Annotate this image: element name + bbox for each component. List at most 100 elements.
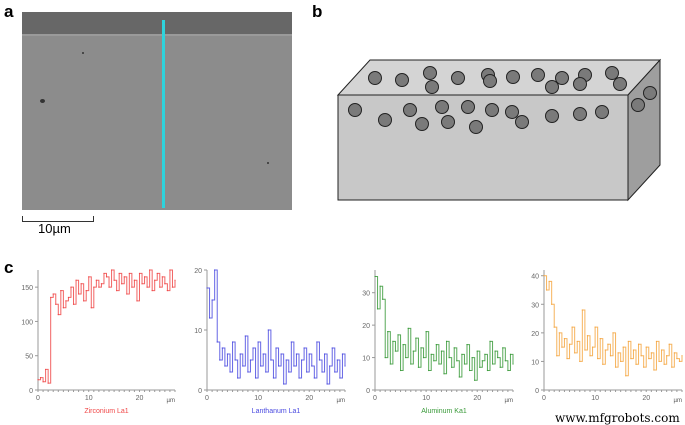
data-point <box>504 360 506 362</box>
data-point <box>630 357 632 360</box>
data-point <box>392 340 394 342</box>
data-point <box>169 269 171 271</box>
particle <box>545 109 559 123</box>
y-tick-label: 0 <box>198 388 202 395</box>
data-point <box>486 369 489 372</box>
data-point <box>448 356 450 359</box>
data-point <box>415 337 417 339</box>
data-point <box>438 363 440 365</box>
data-point <box>83 300 85 302</box>
data-point <box>640 355 642 357</box>
data-point <box>599 337 601 340</box>
data-point <box>584 349 586 351</box>
data-point <box>625 375 627 377</box>
data-point <box>653 369 655 371</box>
data-point <box>95 279 97 281</box>
x-axis-label: µm <box>505 398 513 404</box>
data-point <box>382 298 384 300</box>
panel-label-a: a <box>4 2 14 21</box>
particle <box>555 71 569 85</box>
y-tick-label: 20 <box>194 268 202 275</box>
data-point <box>632 349 635 351</box>
x-tick-label: 20 <box>305 395 313 402</box>
x-axis-label: µm <box>337 398 345 404</box>
data-point <box>57 313 59 316</box>
data-point <box>174 279 176 281</box>
particle <box>461 100 475 114</box>
data-point <box>50 296 52 299</box>
y-tick-label: 0 <box>366 388 370 395</box>
data-point <box>397 334 399 336</box>
data-point <box>65 300 67 302</box>
data-point <box>128 272 130 275</box>
data-point <box>131 286 133 288</box>
pore <box>82 52 84 54</box>
data-point <box>55 303 57 305</box>
data-point <box>280 353 282 355</box>
chart-1: 0 50 100 150 0 10 20 µm Zirconium La1 <box>21 269 176 415</box>
y-tick-label: 10 <box>194 328 202 335</box>
data-point <box>257 341 259 343</box>
data-point <box>100 283 103 285</box>
particle <box>378 113 392 127</box>
legend-label: Zirconium La1 <box>84 408 128 415</box>
data-point <box>265 371 267 373</box>
x-tick-label: 20 <box>642 395 650 402</box>
data-point <box>143 276 146 278</box>
data-point <box>571 326 573 328</box>
particle <box>441 115 455 129</box>
data-point <box>113 279 115 281</box>
data-point <box>499 366 501 368</box>
data-point <box>451 366 453 368</box>
y-tick-label: 20 <box>531 331 539 338</box>
data-point <box>136 300 138 302</box>
particle <box>485 103 499 117</box>
data-point <box>456 360 458 362</box>
data-point <box>298 377 300 379</box>
data-point <box>594 326 596 328</box>
data-point <box>231 341 234 343</box>
data-point <box>445 340 448 342</box>
particle <box>531 68 545 82</box>
data-point <box>591 346 594 348</box>
data-point <box>103 272 105 275</box>
data-point <box>387 331 389 333</box>
data-point <box>62 307 64 309</box>
data-point <box>558 332 560 334</box>
particle <box>368 71 382 85</box>
data-point <box>637 343 640 345</box>
data-point <box>316 341 318 343</box>
data-point <box>440 350 443 352</box>
particle <box>595 105 609 119</box>
data-point <box>341 353 344 355</box>
data-point <box>42 381 44 383</box>
data-point <box>334 371 336 373</box>
data-point <box>410 363 412 365</box>
data-point <box>166 289 168 292</box>
data-point <box>277 365 280 367</box>
data-point <box>133 279 136 281</box>
data-point <box>308 353 310 355</box>
data-point <box>676 357 678 360</box>
data-point <box>118 272 120 275</box>
data-point <box>288 371 290 373</box>
data-point <box>159 286 161 288</box>
data-point <box>407 327 409 329</box>
data-point <box>568 343 571 345</box>
data-point <box>219 359 221 361</box>
data-point <box>77 293 80 295</box>
chart-4: 0 10 20 30 40 0 10 20 µm <box>531 270 683 404</box>
data-point <box>374 275 376 278</box>
panel-label-c: c <box>4 258 14 277</box>
particle <box>643 86 657 100</box>
x-tick-label: 10 <box>422 395 430 402</box>
data-point <box>468 369 471 372</box>
data-point <box>489 340 491 342</box>
data-point <box>242 365 244 367</box>
particle <box>605 66 619 80</box>
data-point <box>463 363 466 365</box>
data-point <box>425 331 427 333</box>
data-point <box>98 286 100 288</box>
data-point <box>461 353 463 355</box>
